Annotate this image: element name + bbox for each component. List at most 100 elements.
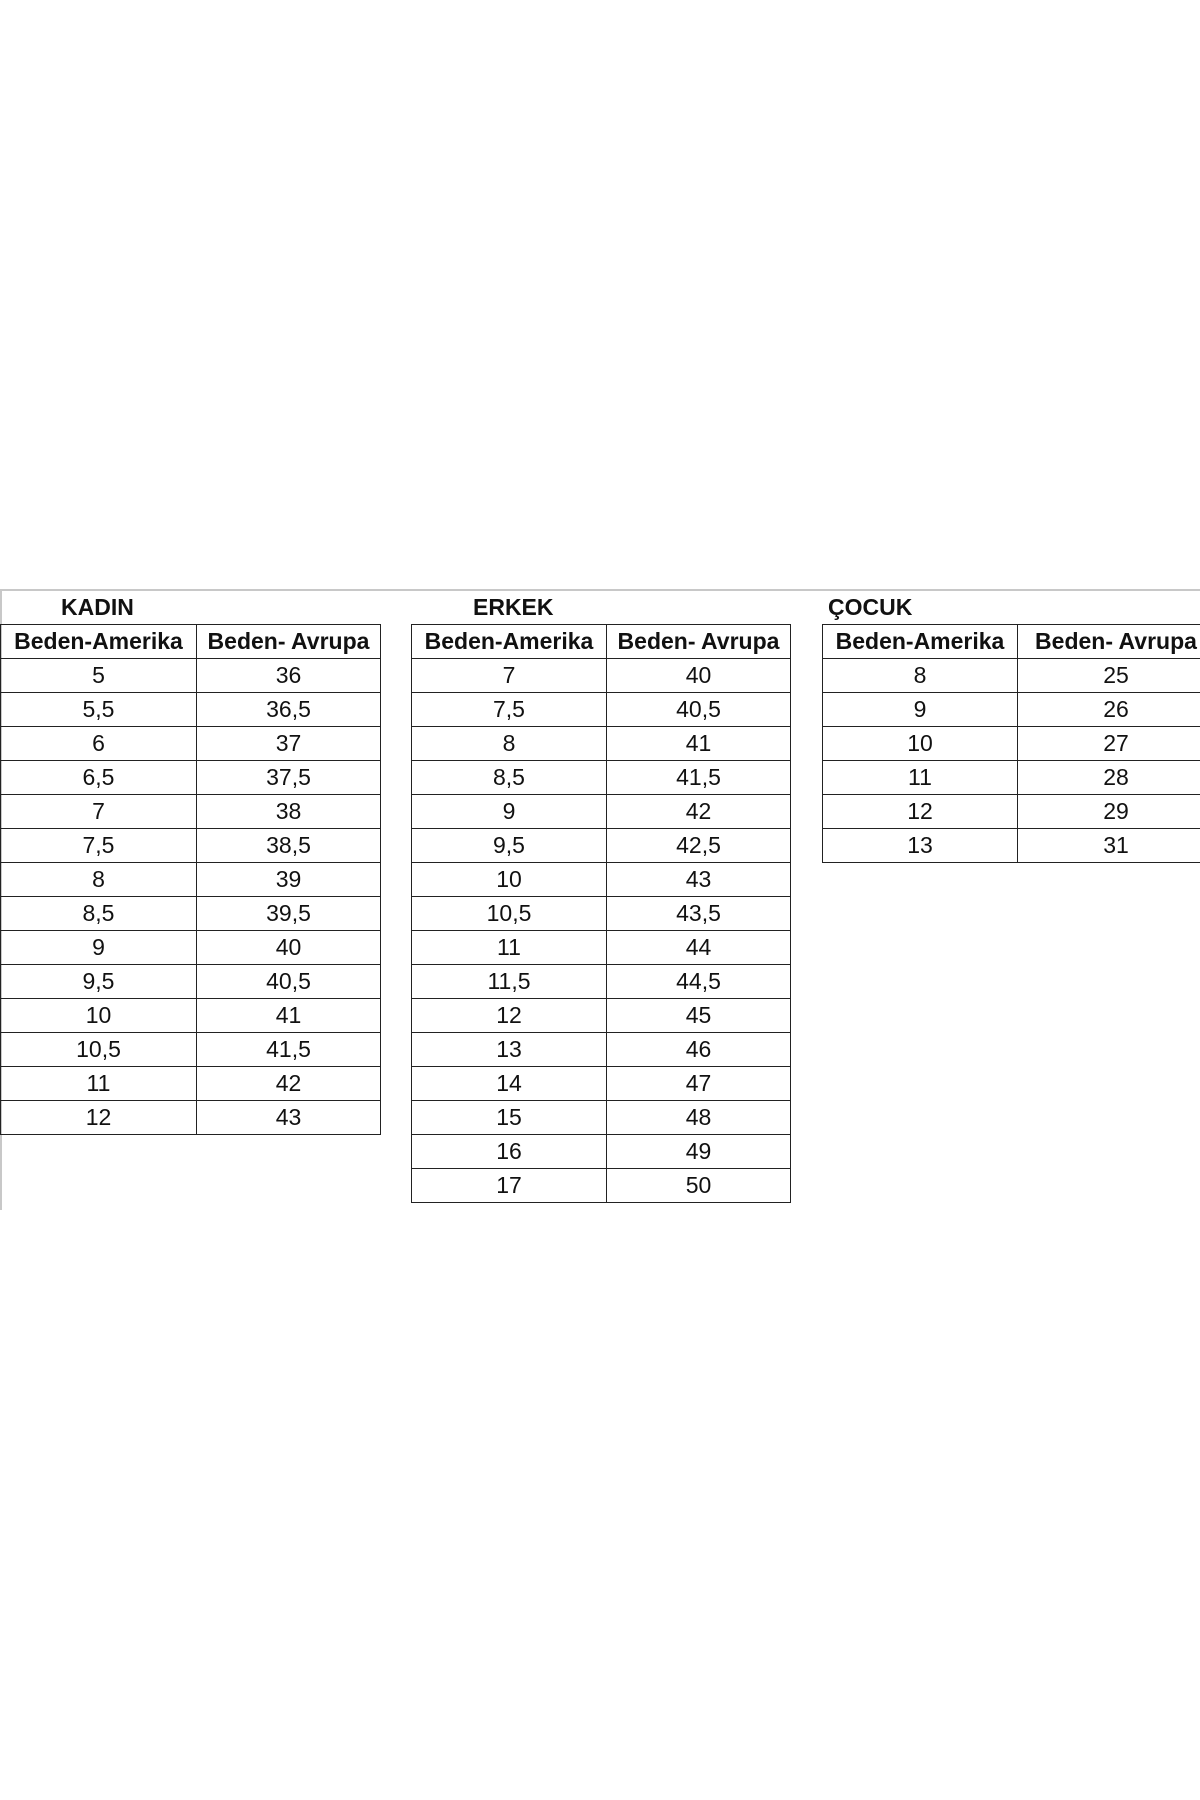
us-size-cell: 12 xyxy=(822,794,1018,829)
eu-size-cell: 36,5 xyxy=(196,692,381,727)
table-row: 5 36 xyxy=(0,658,381,693)
eu-size-cell: 37 xyxy=(196,726,381,761)
us-size-cell: 6 xyxy=(0,726,197,761)
eu-size-cell: 28 xyxy=(1017,760,1200,795)
us-size-cell: 10 xyxy=(0,998,197,1033)
eu-size-cell: 27 xyxy=(1017,726,1200,761)
eu-size-cell: 40,5 xyxy=(606,692,791,727)
table-row: 11 42 xyxy=(0,1066,381,1101)
us-size-cell: 7,5 xyxy=(0,828,197,863)
eu-size-cell: 40 xyxy=(606,658,791,693)
us-size-cell: 9 xyxy=(411,794,607,829)
table-row: 7 40 xyxy=(411,658,791,693)
us-size-cell: 7 xyxy=(411,658,607,693)
table-row: 16 49 xyxy=(411,1134,791,1169)
us-size-cell: 5 xyxy=(0,658,197,693)
eu-size-cell: 43 xyxy=(606,862,791,897)
us-size-cell: 7,5 xyxy=(411,692,607,727)
table-row: 10 41 xyxy=(0,998,381,1033)
us-size-cell: 11 xyxy=(411,930,607,965)
sheet-top-border xyxy=(0,589,1200,591)
eu-size-cell: 42 xyxy=(606,794,791,829)
eu-size-cell: 49 xyxy=(606,1134,791,1169)
table-row: 6 37 xyxy=(0,726,381,761)
table-row: 7,5 38,5 xyxy=(0,828,381,863)
eu-size-cell: 41 xyxy=(606,726,791,761)
header-row: Beden-Amerika Beden- Avrupa xyxy=(822,624,1200,659)
eu-size-cell: 45 xyxy=(606,998,791,1033)
us-size-cell: 10,5 xyxy=(411,896,607,931)
us-size-cell: 6,5 xyxy=(0,760,197,795)
eu-size-cell: 44,5 xyxy=(606,964,791,999)
eu-size-cell: 38,5 xyxy=(196,828,381,863)
table-row: 8 25 xyxy=(822,658,1200,693)
table-row: 9 42 xyxy=(411,794,791,829)
us-size-cell: 12 xyxy=(411,998,607,1033)
eu-size-cell: 44 xyxy=(606,930,791,965)
us-size-cell: 10,5 xyxy=(0,1032,197,1067)
eu-size-cell: 40 xyxy=(196,930,381,965)
us-size-cell: 11 xyxy=(0,1066,197,1101)
eu-size-cell: 29 xyxy=(1017,794,1200,829)
us-size-cell: 15 xyxy=(411,1100,607,1135)
table-row: 9,5 42,5 xyxy=(411,828,791,863)
size-chart-sheet: KADIN ERKEK ÇOCUK Beden-Amerika Beden- Av… xyxy=(0,594,1200,1203)
us-size-cell: 8 xyxy=(411,726,607,761)
header-beden-amerika: Beden-Amerika xyxy=(411,624,607,659)
us-size-cell: 10 xyxy=(411,862,607,897)
us-size-cell: 9 xyxy=(822,692,1018,727)
kadin-size-table: Beden-Amerika Beden- Avrupa 5 36 5,5 36,5 6 37 6… xyxy=(0,624,381,1135)
table-row: 7 38 xyxy=(0,794,381,829)
us-size-cell: 9,5 xyxy=(411,828,607,863)
eu-size-cell: 40,5 xyxy=(196,964,381,999)
header-beden-avrupa: Beden- Avrupa xyxy=(196,624,381,659)
table-row: 13 46 xyxy=(411,1032,791,1067)
eu-size-cell: 42,5 xyxy=(606,828,791,863)
eu-size-cell: 46 xyxy=(606,1032,791,1067)
us-size-cell: 10 xyxy=(822,726,1018,761)
header-row: Beden-Amerika Beden- Avrupa xyxy=(0,624,381,659)
table-row: 9,5 40,5 xyxy=(0,964,381,999)
us-size-cell: 8 xyxy=(822,658,1018,693)
eu-size-cell: 43,5 xyxy=(606,896,791,931)
table-row: 10 27 xyxy=(822,726,1200,761)
table-row: 6,5 37,5 xyxy=(0,760,381,795)
eu-size-cell: 41,5 xyxy=(196,1032,381,1067)
us-size-cell: 7 xyxy=(0,794,197,829)
us-size-cell: 8,5 xyxy=(411,760,607,795)
table-row: 10 43 xyxy=(411,862,791,897)
header-beden-avrupa: Beden- Avrupa xyxy=(606,624,791,659)
table-row: 10,5 41,5 xyxy=(0,1032,381,1067)
table-row: 12 45 xyxy=(411,998,791,1033)
eu-size-cell: 31 xyxy=(1017,828,1200,863)
table-row: 9 40 xyxy=(0,930,381,965)
eu-size-cell: 39 xyxy=(196,862,381,897)
us-size-cell: 5,5 xyxy=(0,692,197,727)
eu-size-cell: 38 xyxy=(196,794,381,829)
table-row: 14 47 xyxy=(411,1066,791,1101)
us-size-cell: 8,5 xyxy=(0,896,197,931)
table-row: 11,5 44,5 xyxy=(411,964,791,999)
table-row: 13 31 xyxy=(822,828,1200,863)
table-row: 11 44 xyxy=(411,930,791,965)
us-size-cell: 16 xyxy=(411,1134,607,1169)
us-size-cell: 13 xyxy=(822,828,1018,863)
table-row: 11 28 xyxy=(822,760,1200,795)
us-size-cell: 9,5 xyxy=(0,964,197,999)
eu-size-cell: 26 xyxy=(1017,692,1200,727)
eu-size-cell: 36 xyxy=(196,658,381,693)
eu-size-cell: 48 xyxy=(606,1100,791,1135)
eu-size-cell: 25 xyxy=(1017,658,1200,693)
eu-size-cell: 42 xyxy=(196,1066,381,1101)
header-beden-amerika: Beden-Amerika xyxy=(822,624,1018,659)
table-row: 10,5 43,5 xyxy=(411,896,791,931)
us-size-cell: 11 xyxy=(822,760,1018,795)
eu-size-cell: 43 xyxy=(196,1100,381,1135)
table-row: 17 50 xyxy=(411,1168,791,1203)
eu-size-cell: 39,5 xyxy=(196,896,381,931)
table-row: 8 41 xyxy=(411,726,791,761)
table-row: 5,5 36,5 xyxy=(0,692,381,727)
eu-size-cell: 41 xyxy=(196,998,381,1033)
table-row: 8 39 xyxy=(0,862,381,897)
erkek-size-table: Beden-Amerika Beden- Avrupa 7 40 7,5 40,5 8 41 8… xyxy=(411,624,791,1203)
